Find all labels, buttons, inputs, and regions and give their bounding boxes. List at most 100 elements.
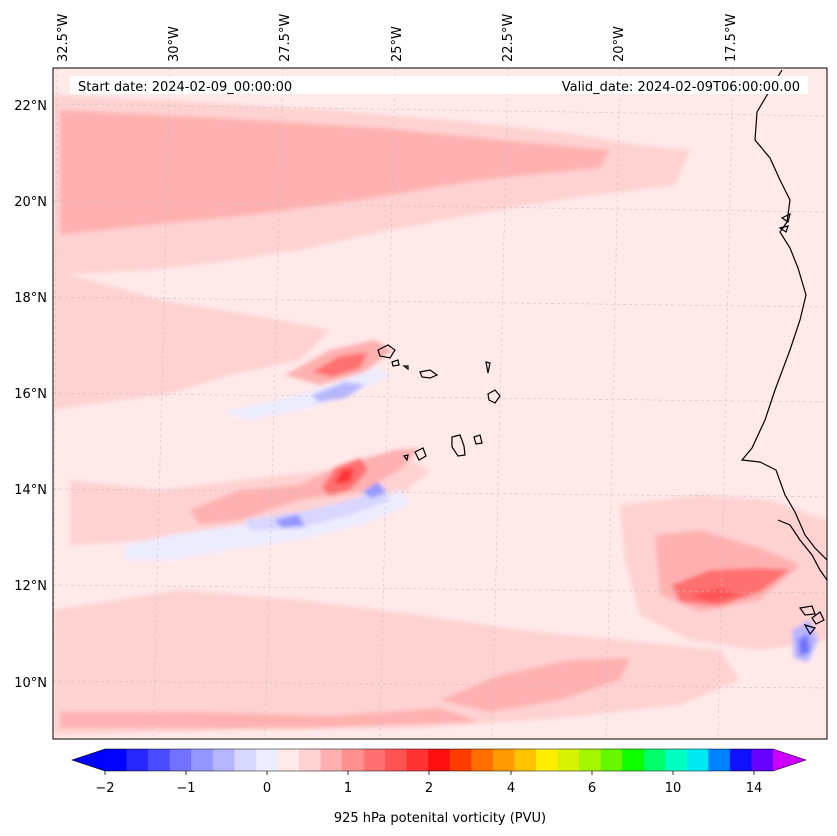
colorbar-tick-label-0: −2 <box>95 781 114 796</box>
coastlines <box>377 69 827 636</box>
meridian-32-5w <box>53 68 58 739</box>
colorbar-tick-label-7: 10 <box>665 781 682 796</box>
cape-verde-santiago <box>451 434 466 457</box>
colorbar-cell-4 <box>191 749 214 771</box>
colorbar-cell-20 <box>535 749 559 771</box>
colorbar-tick-labels: −2 −1 0 1 2 4 6 10 14 <box>95 781 762 796</box>
cape-verde-sao-nicolau <box>419 369 439 379</box>
latitude-labels: 22°N 20°N 18°N 16°N 14°N 12°N 10°N <box>14 99 47 691</box>
colorbar-cell-15 <box>428 749 451 771</box>
meridian-30w <box>152 68 171 739</box>
colorbar-tick-label-1: −1 <box>176 781 195 796</box>
colorbar-cell-26 <box>665 749 688 771</box>
colorbar-cell-13 <box>385 749 408 771</box>
cape-verde-sao-vicente <box>391 359 400 367</box>
lon-label-17-5w: 17.5°W <box>724 14 739 62</box>
pv-streak-north <box>60 110 610 235</box>
colorbar-cell-7 <box>255 749 278 771</box>
colorbar-tick-label-8: 14 <box>746 781 763 796</box>
colorbar-cells <box>105 749 774 771</box>
cape-verde-sao-antao <box>377 344 396 359</box>
cape-verde-maio <box>473 434 483 445</box>
pv-streak-10n <box>440 658 630 712</box>
lat-label-14n: 14°N <box>14 483 47 498</box>
colorbar-cell-9 <box>298 749 321 771</box>
colorbar-cell-29 <box>729 749 752 771</box>
lon-label-30w: 30°W <box>167 26 182 62</box>
pv-band-west <box>53 270 330 410</box>
meridian-20w <box>605 68 621 739</box>
colorbar-cell-17 <box>471 749 494 771</box>
lat-label-22n: 22°N <box>14 99 47 114</box>
colorbar-cell-10 <box>320 749 343 771</box>
lat-label-18n: 18°N <box>14 291 47 306</box>
colorbar: −2 −1 0 1 2 4 6 10 14 925 hPa potenital … <box>71 748 807 826</box>
colorbar-extend-low <box>72 749 105 771</box>
cape-verde-brava <box>402 454 409 462</box>
valid-date-label: Valid_date: 2024-02-09T06:00:00.00 <box>562 80 800 95</box>
colorbar-tick-label-4: 2 <box>425 781 433 796</box>
colorbar-cell-23 <box>600 749 623 771</box>
colorbar-cell-0 <box>105 749 128 771</box>
colorbar-tick-label-3: 1 <box>344 781 352 796</box>
colorbar-cell-22 <box>579 749 602 771</box>
lon-label-20w: 20°W <box>612 26 627 62</box>
colorbar-cell-21 <box>557 749 580 771</box>
lon-label-27-5w: 27.5°W <box>278 14 293 62</box>
pv-neg-16n-inner <box>312 382 365 402</box>
lat-label-16n: 16°N <box>14 387 47 402</box>
colorbar-cell-27 <box>686 749 709 771</box>
canary-islands <box>778 212 791 233</box>
colorbar-cell-30 <box>751 749 774 771</box>
map-frame <box>52 67 828 740</box>
meridian-25w <box>379 68 396 739</box>
colorbar-cell-8 <box>277 749 300 771</box>
pv-neg-16n <box>222 368 390 420</box>
colorbar-cell-19 <box>514 749 537 771</box>
lat-label-12n: 12°N <box>14 579 47 594</box>
pv-core-12n-inner <box>690 588 740 602</box>
pv-band-south <box>53 590 740 735</box>
colorbar-cell-11 <box>342 749 365 771</box>
pv-core-14n-inner <box>334 468 354 484</box>
colorbar-cell-5 <box>212 749 235 771</box>
colorbar-extend-high <box>773 749 806 771</box>
start-date-label: Start date: 2024-02-09_00:00:00 <box>78 80 292 95</box>
colorbar-tick-label-6: 6 <box>588 781 596 796</box>
meridian-27-5w <box>264 68 284 739</box>
meridian-22-5w <box>491 68 509 739</box>
colorbar-cell-24 <box>622 749 645 771</box>
colorbar-cell-18 <box>492 749 515 771</box>
lon-label-25w: 25°W <box>390 26 405 62</box>
longitude-labels: 32.5°W 30°W 27.5°W 25°W 22.5°W 20°W 17.5… <box>56 14 739 62</box>
colorbar-cell-25 <box>643 749 666 771</box>
lat-label-10n: 10°N <box>14 676 47 691</box>
colorbar-title: 925 hPa potenital vorticity (PVU) <box>334 811 546 826</box>
colorbar-cell-1 <box>126 749 149 771</box>
bijagos-islands <box>798 605 825 636</box>
map-panel <box>53 68 827 739</box>
colorbar-cell-3 <box>169 749 192 771</box>
colorbar-cell-6 <box>234 749 257 771</box>
meridian-17-5w <box>717 68 734 739</box>
graticule <box>53 68 827 739</box>
date-header-bar <box>70 76 808 94</box>
lon-label-22-5w: 22.5°W <box>501 14 516 62</box>
africa-coast <box>740 69 827 561</box>
guinea-coast <box>777 519 827 581</box>
pv-streak-south-edge <box>60 708 480 728</box>
cape-verde-sal <box>485 361 491 374</box>
pv-neg-13n-inner <box>275 482 386 528</box>
colorbar-ticks <box>104 771 755 775</box>
colorbar-cell-16 <box>449 749 472 771</box>
lon-label-32-5w: 32.5°W <box>56 14 71 62</box>
pv-contours <box>53 95 827 735</box>
cape-verde-fogo <box>414 447 427 461</box>
colorbar-cell-2 <box>148 749 171 771</box>
cape-verde-boa-vista <box>487 389 501 404</box>
pv-core-16n <box>312 352 368 377</box>
cape-verde-santa-luzia <box>402 365 409 371</box>
colorbar-tick-label-2: 0 <box>263 781 271 796</box>
colorbar-cell-12 <box>363 749 386 771</box>
